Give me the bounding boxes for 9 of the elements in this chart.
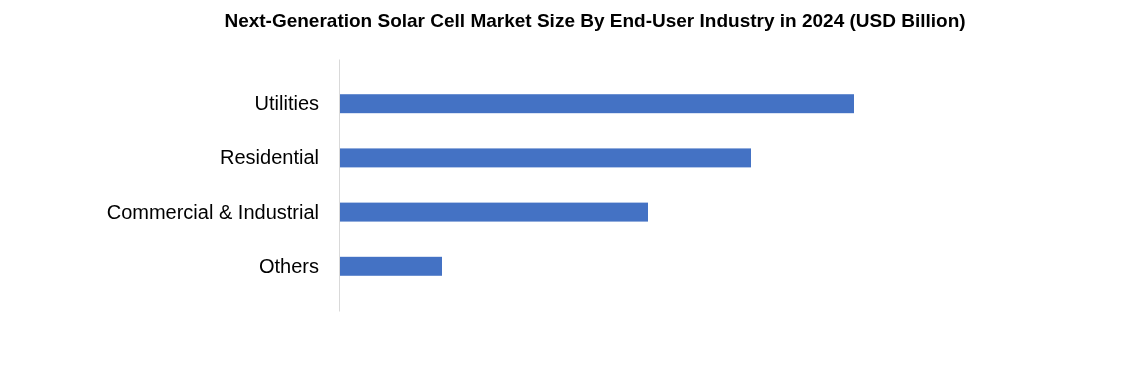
y-tick-label: Residential — [220, 146, 319, 169]
chart-title: Next-Generation Solar Cell Market Size By End-User Industry in 2024 (USD Billion) — [224, 10, 966, 31]
y-tick-label: Utilities — [254, 92, 319, 115]
bar — [339, 148, 751, 168]
bar — [339, 256, 442, 276]
bar — [339, 94, 854, 114]
y-tick-label: Commercial & Industrial — [106, 200, 319, 223]
bar — [339, 202, 648, 222]
y-tick-label: Others — [258, 254, 319, 277]
